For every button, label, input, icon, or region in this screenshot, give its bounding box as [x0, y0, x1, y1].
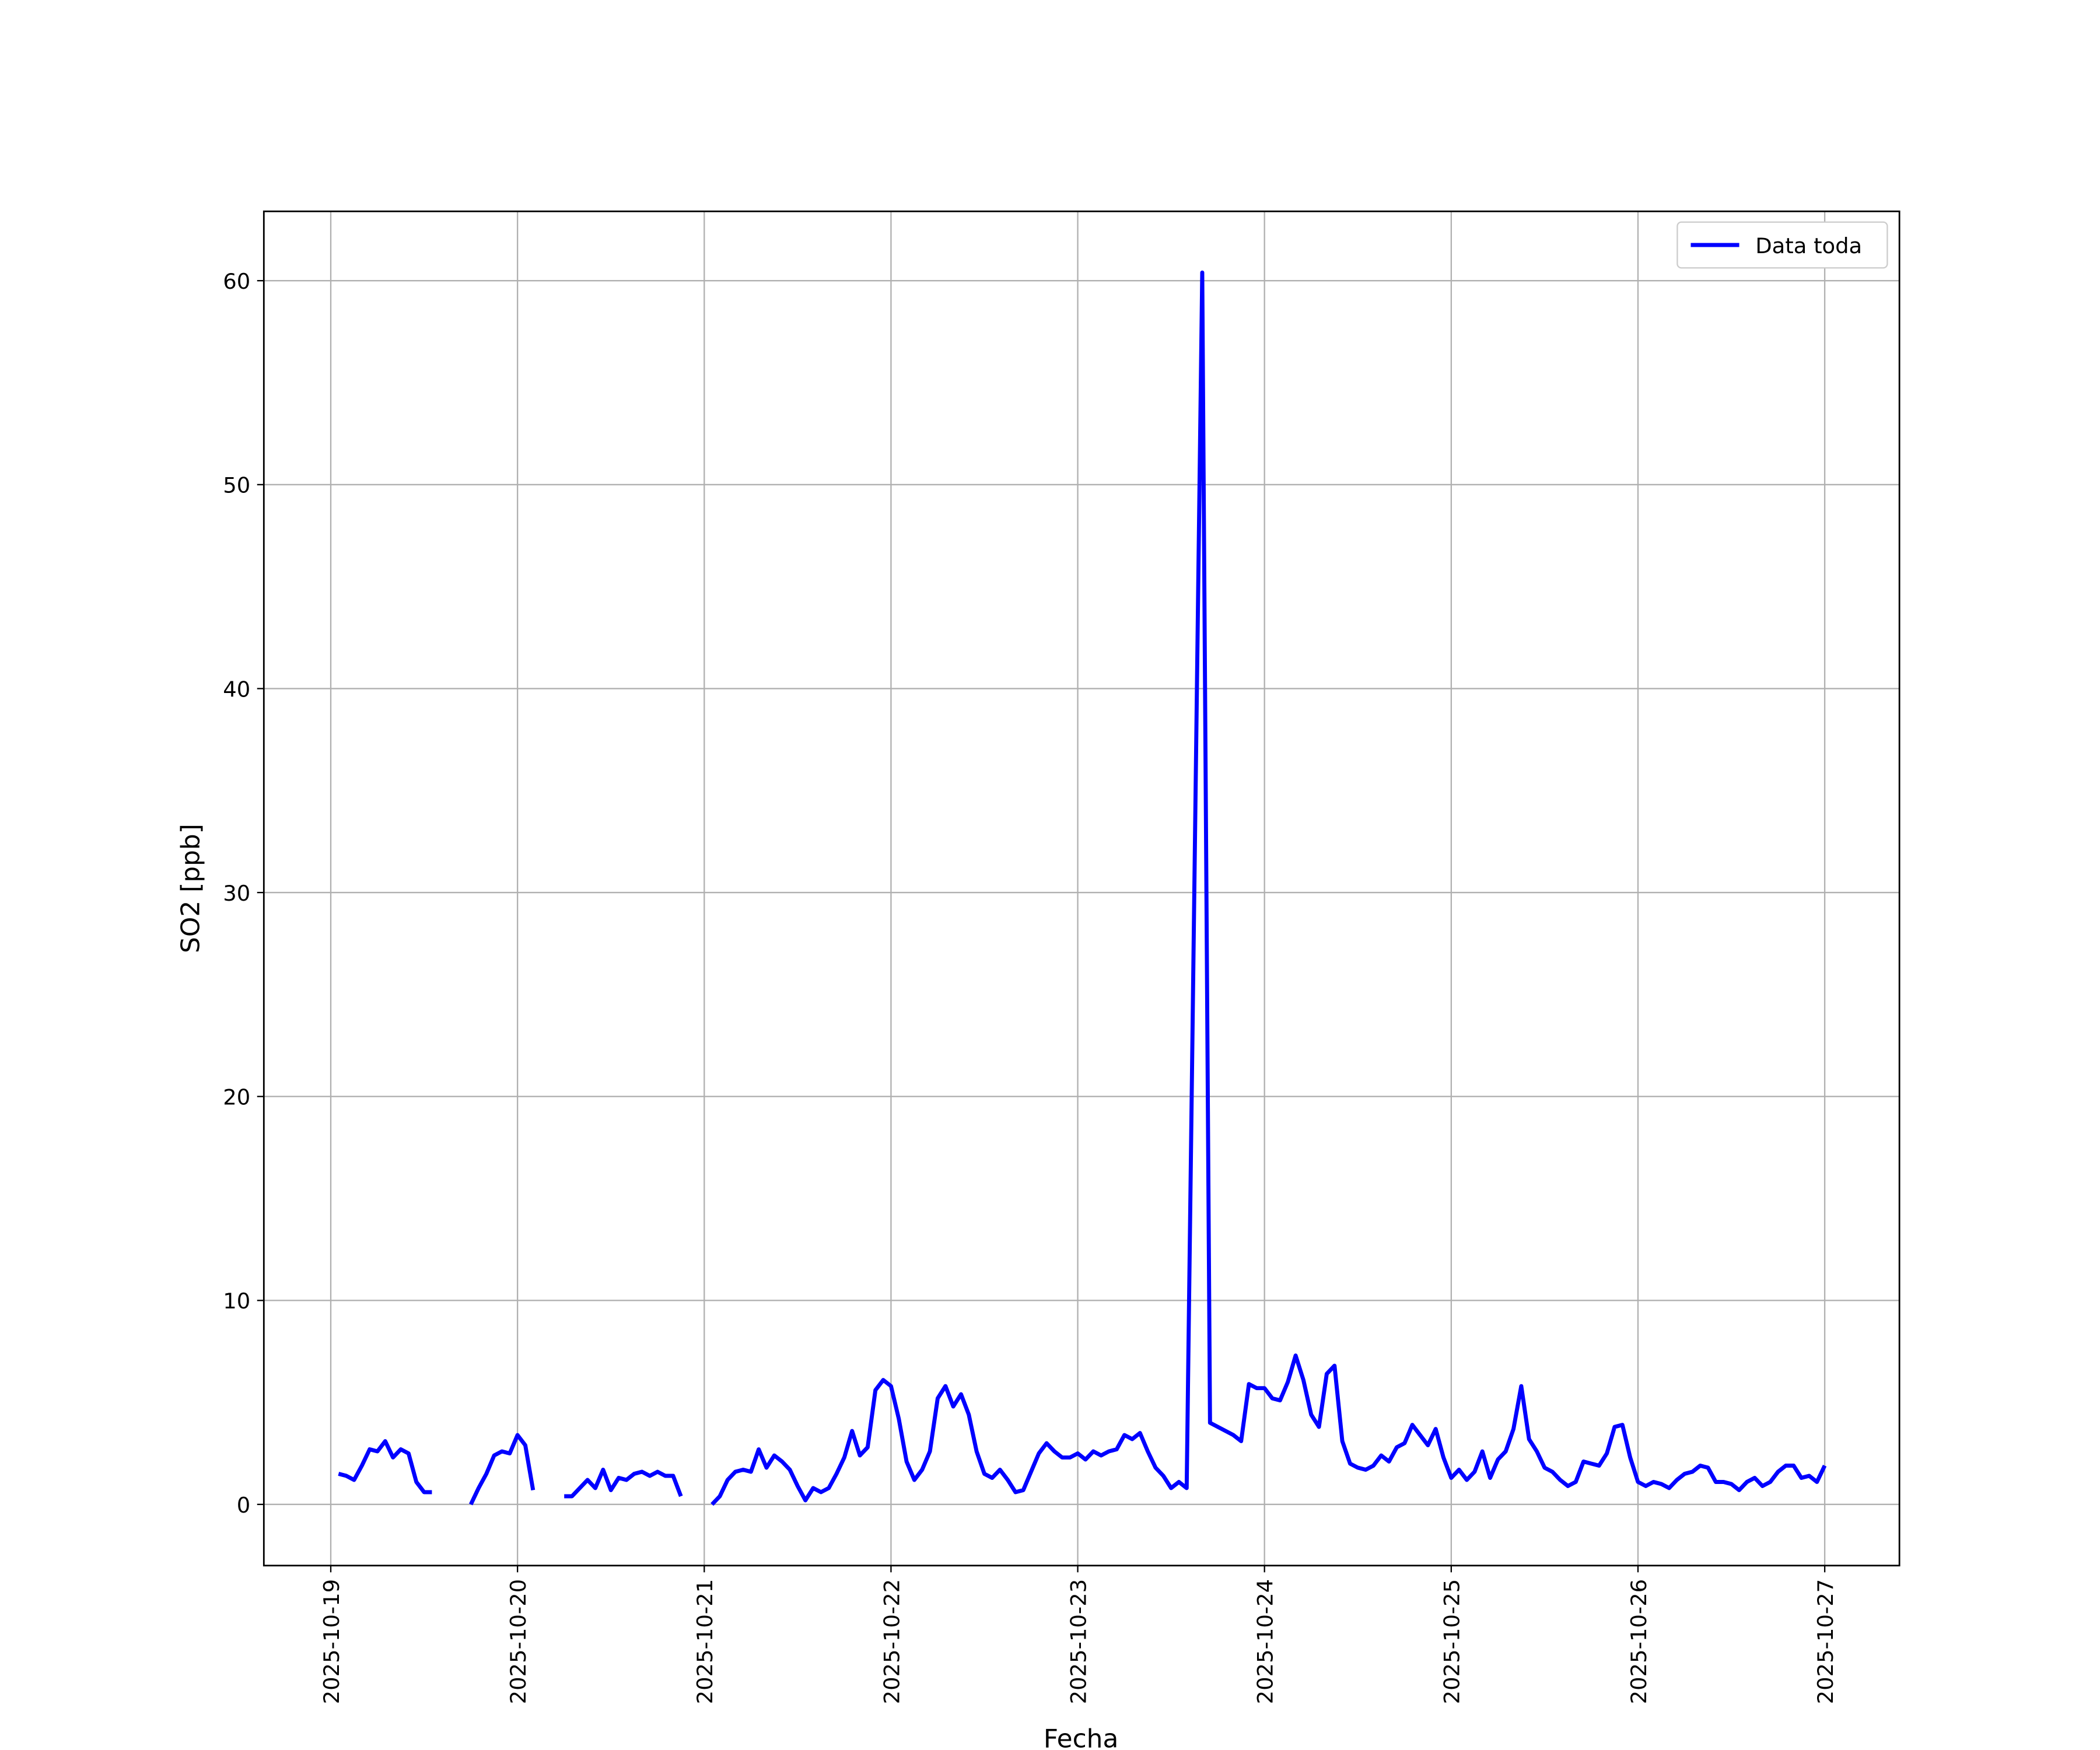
x-tick-label: 2025-10-20: [506, 1579, 531, 1704]
x-tick-label: 2025-10-22: [879, 1579, 904, 1704]
y-tick-label: 10: [223, 1289, 250, 1314]
data-line: [338, 270, 1827, 1506]
y-tick-label: 60: [223, 269, 250, 294]
x-tick-label: 2025-10-21: [692, 1579, 718, 1704]
legend-box: [1676, 221, 1888, 269]
y-axis-label: SO2 [ppb]: [176, 824, 206, 953]
y-tick-label: 0: [237, 1493, 250, 1518]
y-tick-label: 30: [223, 881, 250, 906]
legend-label: Data toda: [1755, 233, 1862, 258]
x-tick-label: 2025-10-23: [1066, 1579, 1091, 1704]
x-tick-label: 2025-10-24: [1253, 1579, 1278, 1704]
x-tick-label: 2025-10-26: [1626, 1579, 1651, 1704]
x-axis-label: Fecha: [1044, 1724, 1119, 1750]
x-tick-label: 2025-10-25: [1440, 1579, 1465, 1704]
x-tick-label: 2025-10-19: [319, 1579, 344, 1704]
x-tick-label: 2025-10-27: [1813, 1579, 1838, 1704]
y-tick-label: 40: [223, 677, 250, 702]
y-tick-label: 20: [223, 1085, 250, 1110]
axes-frame: [262, 210, 1901, 1567]
y-tick-label: 50: [223, 473, 250, 498]
